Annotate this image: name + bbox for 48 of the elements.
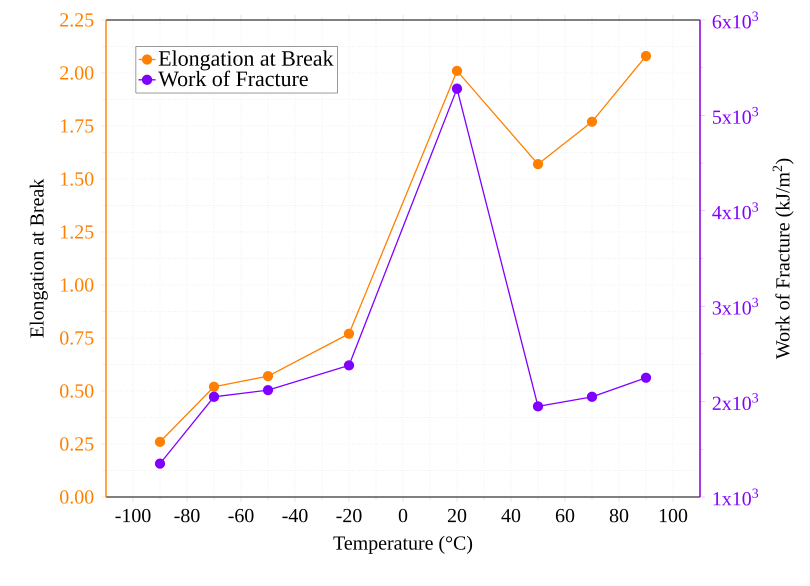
- x-tick-label: -60: [228, 508, 254, 522]
- x-tick-label: -20: [336, 508, 362, 522]
- point: [586, 392, 598, 402]
- y2-tick-label: 2x10$^{3}$: [712, 393, 758, 410]
- y-tick-label: 2.25: [60, 13, 94, 27]
- point: [208, 382, 220, 392]
- x-axis-title: Temperature (°C): [333, 536, 472, 554]
- legend-label: Work of Fracture: [158, 70, 308, 86]
- x-tick-label: 100: [660, 508, 688, 522]
- point: [344, 328, 354, 339]
- point: [154, 436, 166, 448]
- point: [640, 372, 652, 383]
- y-tick-label: 0.25: [60, 437, 94, 451]
- y-tick-label: 1.75: [61, 119, 94, 133]
- point: [262, 385, 274, 396]
- legend-label: Elongation at Break: [158, 50, 334, 70]
- x-tick-label: 60: [556, 508, 574, 522]
- y-tick-label: 0.75: [60, 331, 94, 345]
- point: [344, 360, 354, 370]
- x-tick-label: -80: [174, 508, 200, 522]
- point: [262, 371, 274, 382]
- point: [586, 116, 598, 127]
- y2-axis-title: Work of Fracture (kJ/m$^{2}$): [772, 158, 794, 360]
- point: [532, 159, 544, 170]
- point: [640, 50, 652, 62]
- y-tick-label: 1.00: [61, 278, 94, 292]
- x-tick-label: -100: [115, 508, 150, 522]
- y-tick-label: 2.00: [60, 66, 94, 80]
- y2-tick-label: 5x10$^{3}$: [713, 106, 758, 124]
- x-tick-label: 40: [501, 508, 520, 522]
- y2-tick-label: 3x10$^{3}$: [712, 298, 758, 315]
- point: [452, 66, 462, 76]
- y-tick-label: 1.50: [61, 172, 94, 186]
- y2-tick-label: 4x10$^{3}$: [712, 202, 758, 220]
- y-axis-title: Elongation at Break: [30, 178, 48, 338]
- point: [154, 458, 166, 469]
- y-tick-label: 1.25: [61, 225, 94, 239]
- y2-tick-label: 6x10$^{3}$: [712, 12, 758, 28]
- y-tick-label: 0.50: [60, 384, 94, 398]
- x-tick-label: 0: [398, 508, 408, 522]
- y-tick-label: 0.00: [60, 490, 94, 504]
- point: [452, 84, 462, 94]
- x-tick-label: -40: [282, 508, 308, 522]
- point: [532, 401, 544, 412]
- x-tick-label: 80: [610, 508, 628, 522]
- point: [208, 392, 220, 402]
- y2-tick-label: 1x10$^{3}$: [714, 488, 758, 506]
- x-tick-label: 20: [448, 508, 466, 522]
